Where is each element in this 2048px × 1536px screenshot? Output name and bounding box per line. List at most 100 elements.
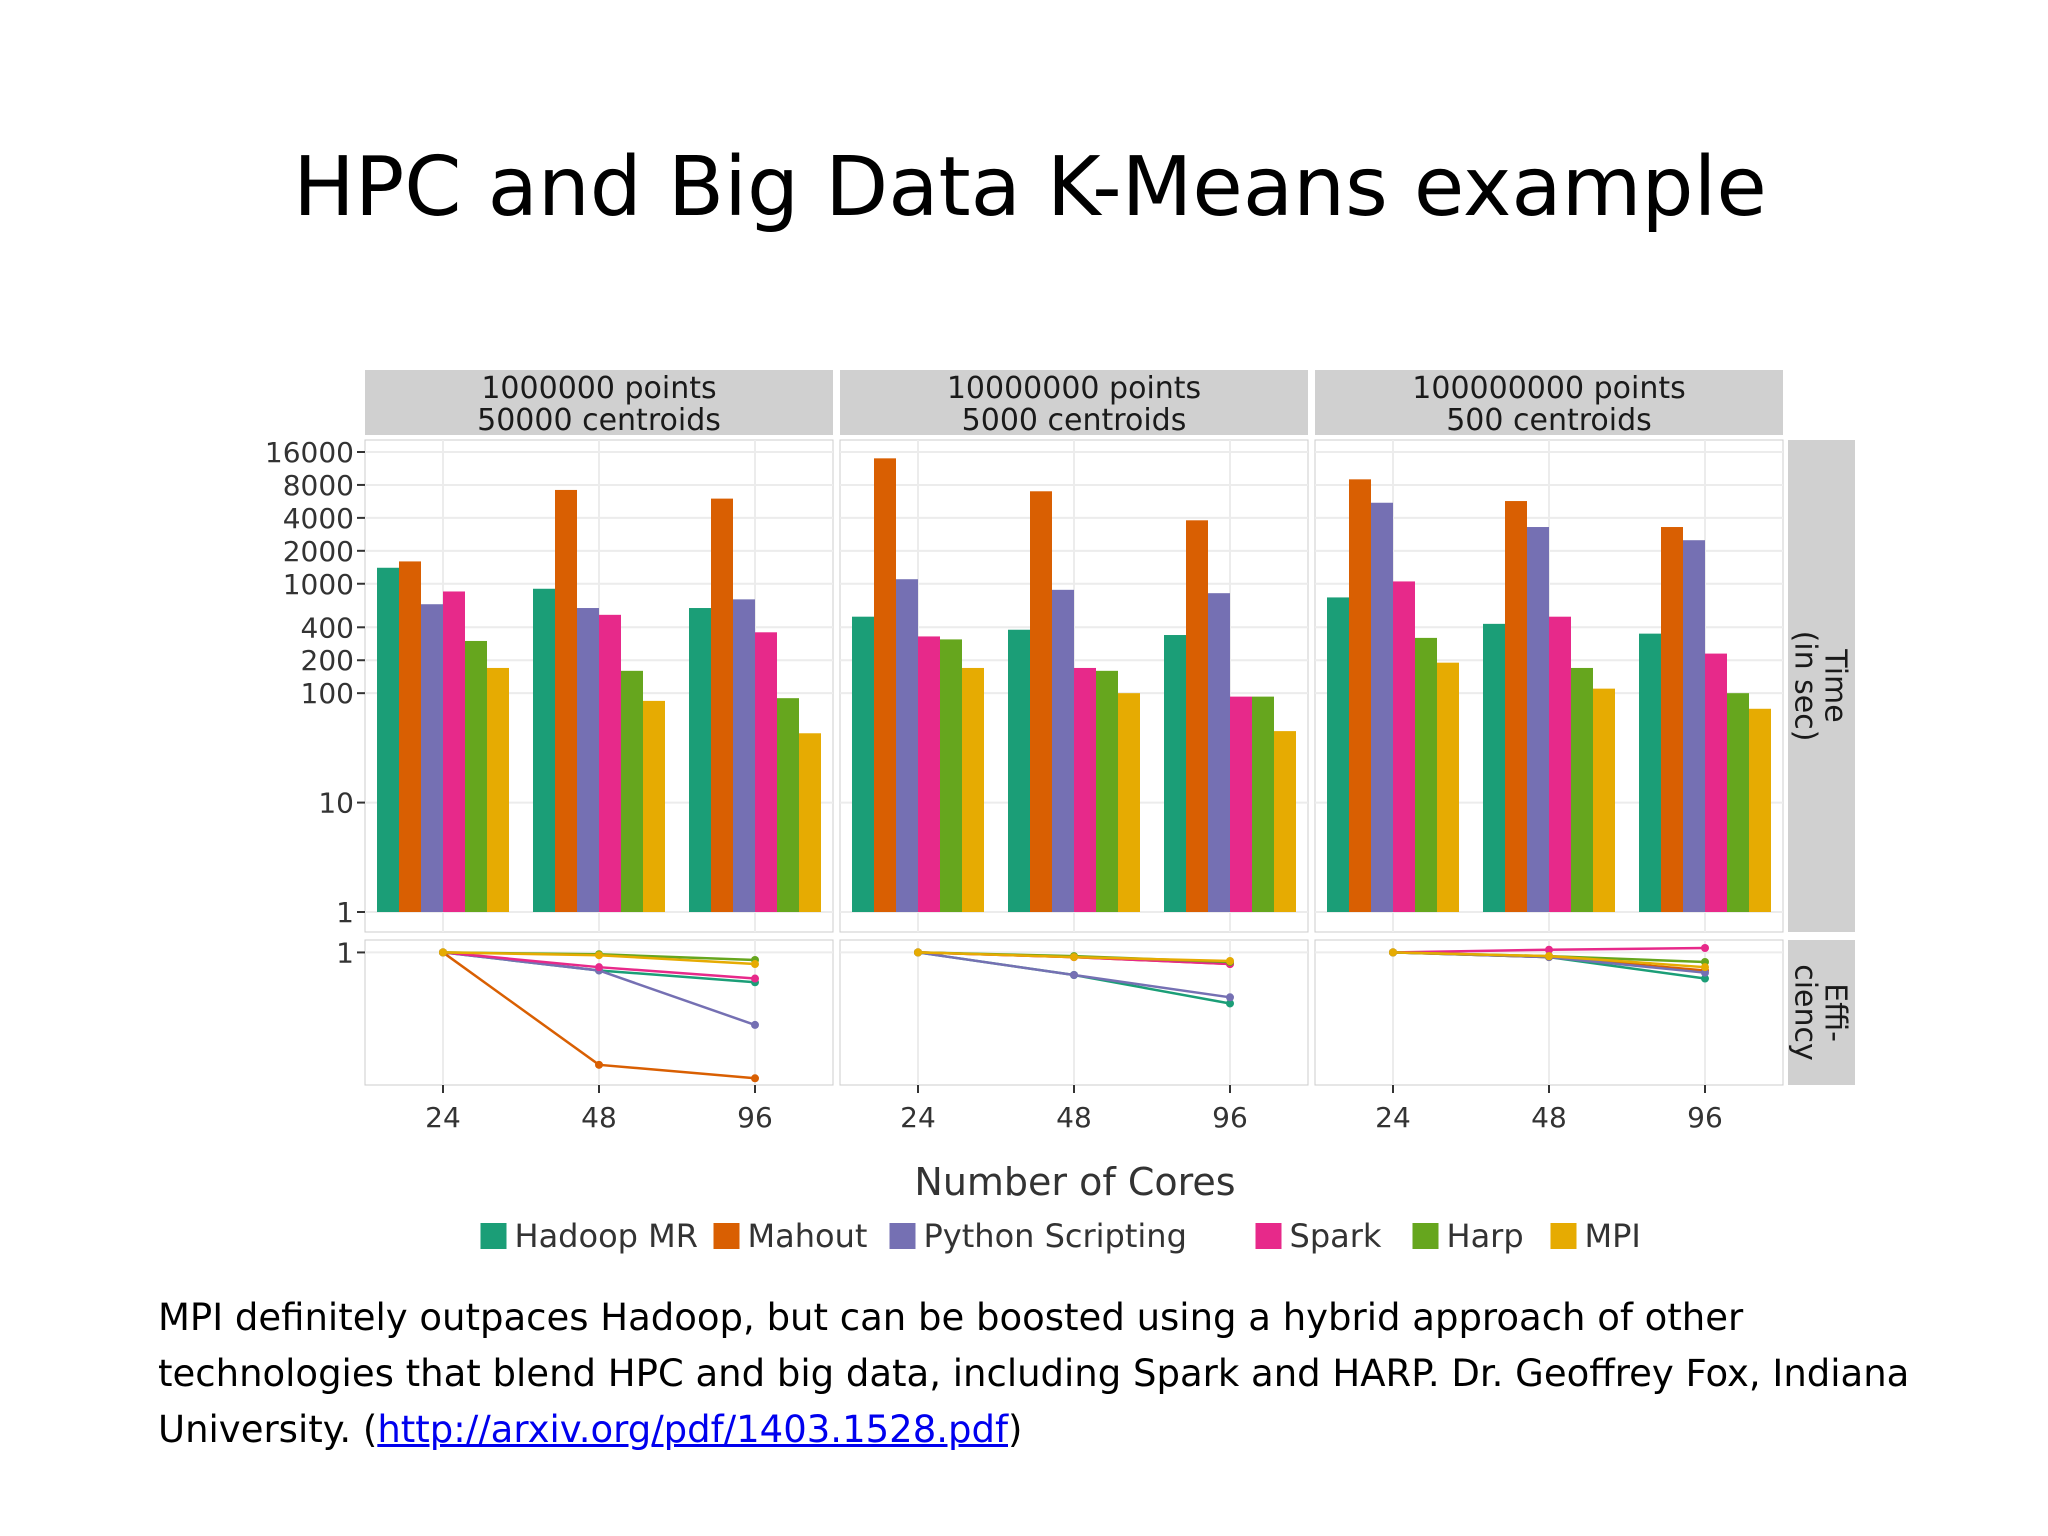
- efficiency-point: [1701, 974, 1709, 983]
- bar-harp: [777, 698, 799, 912]
- bar-spark: [1549, 616, 1571, 912]
- bar-mpi: [1274, 731, 1296, 912]
- panel-strip-label-line2: 5000 centroids: [962, 403, 1187, 438]
- y-tick-label: 4000: [283, 502, 354, 535]
- bar-hadoop-mr: [689, 608, 711, 912]
- bar-hadoop-mr: [1164, 635, 1186, 912]
- x-tick-label: 96: [1687, 1101, 1723, 1134]
- panel-strip-1: [840, 370, 1308, 435]
- bar-mpi: [1593, 688, 1615, 912]
- efficiency-point: [595, 1060, 603, 1069]
- x-tick-label: 48: [1056, 1101, 1092, 1134]
- x-tick-label: 48: [1531, 1101, 1567, 1134]
- panel-strip-label-line2: 50000 centroids: [477, 403, 721, 438]
- bar-mpi: [962, 667, 984, 912]
- bar-python-scripting: [1527, 527, 1549, 912]
- efficiency-point: [1545, 945, 1553, 954]
- bar-harp: [1415, 637, 1437, 912]
- caption: MPI definitely outpaces Hadoop, but can …: [158, 1290, 1978, 1458]
- legend-swatch-spark: [1255, 1223, 1282, 1249]
- bar-spark: [755, 632, 777, 912]
- efficiency-point: [1070, 953, 1078, 962]
- bar-mahout: [399, 561, 421, 912]
- bar-mpi: [643, 700, 665, 912]
- bar-mahout: [1186, 520, 1208, 912]
- x-tick-label: 24: [425, 1101, 461, 1134]
- bar-hadoop-mr: [1008, 629, 1030, 912]
- time-strip: [1788, 440, 1855, 932]
- bar-mpi: [1749, 708, 1771, 912]
- x-tick-label: 48: [581, 1101, 617, 1134]
- legend-label: Mahout: [748, 1217, 868, 1255]
- caption-text: MPI definitely outpaces Hadoop, but can …: [158, 1296, 1910, 1451]
- bar-mahout: [1349, 479, 1371, 912]
- efficiency-point: [1701, 968, 1709, 977]
- y-tick-label: 1: [336, 896, 354, 929]
- efficiency-point: [1701, 944, 1709, 952]
- bar-mahout: [874, 458, 896, 912]
- bar-harp: [1096, 670, 1118, 912]
- efficiency-point: [751, 1074, 759, 1083]
- bar-mpi: [1118, 693, 1140, 912]
- efficiency-point: [1070, 970, 1078, 979]
- bar-mahout: [1030, 491, 1052, 912]
- legend-label: Python Scripting: [924, 1217, 1187, 1255]
- bar-spark: [918, 636, 940, 912]
- bar-spark: [1074, 667, 1096, 912]
- bar-mahout: [1661, 527, 1683, 912]
- y-tick-label: 400: [301, 611, 354, 644]
- bar-hadoop-mr: [377, 567, 399, 912]
- panel-strip-2: [1315, 370, 1783, 435]
- bar-hadoop-mr: [1639, 633, 1661, 912]
- efficiency-point: [595, 951, 603, 960]
- bar-python-scripting: [896, 579, 918, 912]
- y-tick-label: 2000: [283, 535, 354, 568]
- bar-harp: [1252, 696, 1274, 912]
- efficiency-point: [1545, 952, 1553, 961]
- bar-mpi: [1437, 662, 1459, 912]
- y-tick-label: 1000: [283, 568, 354, 601]
- legend-swatch-mpi: [1550, 1223, 1577, 1249]
- panel-strip-label-line2: 500 centroids: [1446, 403, 1652, 438]
- bar-spark: [1705, 653, 1727, 912]
- bar-hadoop-mr: [852, 616, 874, 912]
- bar-harp: [940, 639, 962, 912]
- x-tick-label: 24: [900, 1101, 936, 1134]
- panel-strip-label-line1: 10000000 points: [947, 371, 1201, 406]
- legend-swatch-python-scripting: [889, 1223, 916, 1249]
- bar-spark: [599, 614, 621, 912]
- efficiency-point: [1226, 956, 1234, 965]
- bar-spark: [1230, 696, 1252, 912]
- legend-label: Hadoop MR: [515, 1217, 698, 1255]
- legend-label: MPI: [1585, 1217, 1641, 1255]
- efficiency-point: [751, 1020, 759, 1029]
- caption-link[interactable]: http://arxiv.org/pdf/1403.1528.pdf: [377, 1408, 1008, 1451]
- legend-label: Spark: [1290, 1217, 1382, 1255]
- bar-spark: [1393, 581, 1415, 912]
- y-tick-label: 16000: [265, 436, 354, 469]
- panel-strip-label-line1: 1000000 points: [481, 371, 716, 406]
- efficiency-point: [751, 960, 759, 969]
- bar-harp: [1727, 693, 1749, 912]
- efficiency-point: [1701, 963, 1709, 972]
- caption-after: ): [1008, 1408, 1023, 1451]
- y-tick-label: 8000: [283, 469, 354, 502]
- panel-strip-0: [365, 370, 833, 435]
- bar-hadoop-mr: [1327, 597, 1349, 912]
- bar-mpi: [487, 667, 509, 912]
- efficiency-strip-label-line2: ciency: [1788, 964, 1823, 1061]
- efficiency-tick-label: 1: [336, 936, 354, 969]
- bar-python-scripting: [421, 604, 443, 912]
- x-axis-title: Number of Cores: [914, 1160, 1235, 1204]
- slide-title: HPC and Big Data K-Means example: [293, 140, 1767, 235]
- efficiency-strip-label-line1: Effi-: [1818, 983, 1853, 1042]
- bar-python-scripting: [1208, 593, 1230, 912]
- bar-python-scripting: [1683, 540, 1705, 912]
- x-tick-label: 96: [737, 1101, 773, 1134]
- bar-mpi: [799, 733, 821, 912]
- time-strip-label-line2: (in sec): [1788, 631, 1823, 742]
- bar-mahout: [711, 498, 733, 912]
- x-tick-label: 96: [1212, 1101, 1248, 1134]
- bar-python-scripting: [1371, 502, 1393, 912]
